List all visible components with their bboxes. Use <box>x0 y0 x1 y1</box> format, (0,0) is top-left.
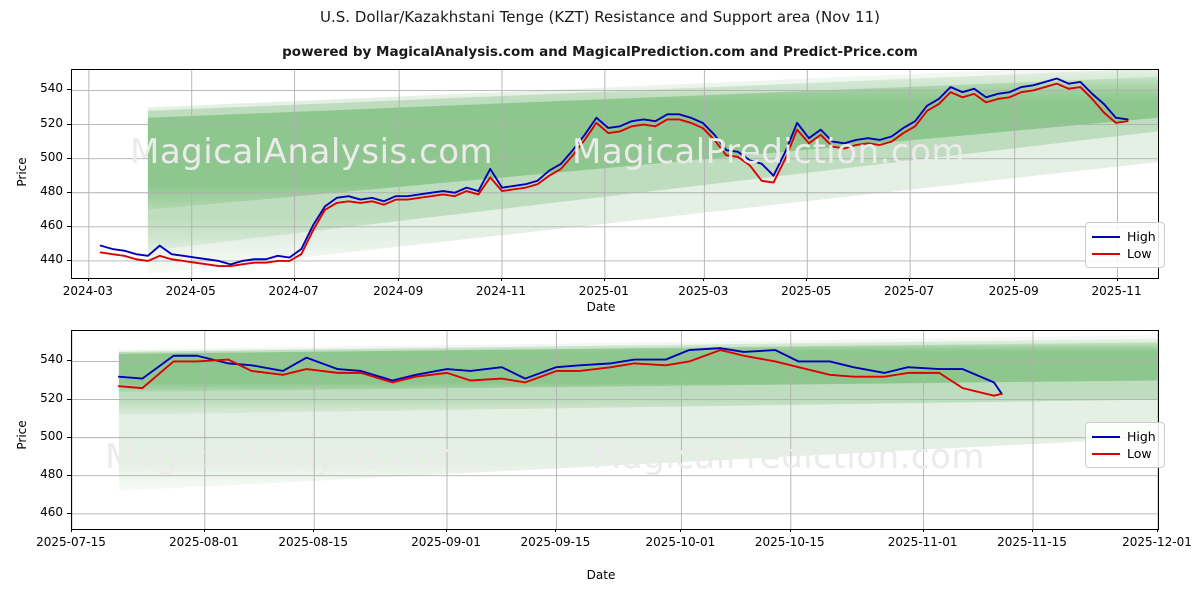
x-tick-label: 2024-03 <box>62 284 113 298</box>
legend-swatch-high <box>1092 435 1120 438</box>
x-tick-label: 2025-03 <box>678 284 729 298</box>
x-tick-label: 2025-08-01 <box>168 535 239 549</box>
x-tick-label: 2025-11-01 <box>887 535 958 549</box>
x-tick-label: 2025-07 <box>884 284 935 298</box>
x-tick-label: 2025-05 <box>781 284 832 298</box>
x-tick-mark <box>293 277 295 281</box>
y-tick-mark <box>67 398 71 400</box>
legend-label-low: Low <box>1127 446 1152 461</box>
y-tick-label: 460 <box>40 217 63 232</box>
x-tick-mark <box>603 277 605 281</box>
x-tick-mark <box>555 528 557 532</box>
x-tick-label: 2025-12-01 <box>1122 535 1192 549</box>
y-tick-label: 500 <box>40 149 63 164</box>
y-tick-mark <box>67 123 71 125</box>
top-chart-panel: Price 440 460 480 500 520 540 2024-03 2024-05 2… <box>15 69 1165 314</box>
y-tick-mark <box>67 436 71 438</box>
y-tick-mark <box>67 474 71 476</box>
x-tick-mark <box>1157 528 1158 532</box>
legend-item-low[interactable]: Low <box>1092 445 1156 462</box>
x-tick-mark <box>806 277 808 281</box>
x-tick-mark <box>1116 277 1118 281</box>
legend-label-high: High <box>1127 429 1156 444</box>
y-tick-label: 480 <box>40 466 63 481</box>
x-tick-mark <box>680 528 682 532</box>
bottom-chart-plot-area[interactable]: MagicalAnalysis.com MagicalPrediction.co… <box>71 330 1159 530</box>
x-tick-label: 2025-11 <box>1091 284 1142 298</box>
x-tick-label: 2025-09-15 <box>520 535 591 549</box>
x-tick-mark <box>1031 528 1033 532</box>
x-tick-mark <box>1013 277 1015 281</box>
legend-swatch-low <box>1092 252 1120 255</box>
bottom-chart-xlabel: Date <box>586 568 616 582</box>
x-tick-mark <box>909 277 911 281</box>
x-tick-label: 2025-01 <box>578 284 629 298</box>
x-tick-label: 2024-09 <box>373 284 424 298</box>
x-tick-label: 2025-10-15 <box>754 535 825 549</box>
legend-item-high[interactable]: High <box>1092 228 1156 245</box>
x-tick-mark <box>190 277 192 281</box>
y-tick-label: 520 <box>40 115 63 130</box>
y-tick-label: 520 <box>40 390 63 405</box>
x-tick-mark <box>313 528 315 532</box>
y-tick-mark <box>67 259 71 261</box>
legend-label-low: Low <box>1127 246 1152 261</box>
x-tick-mark <box>703 277 705 281</box>
y-tick-mark <box>67 191 71 193</box>
page-title: U.S. Dollar/Kazakhstani Tenge (KZT) Resi… <box>320 8 880 26</box>
y-tick-mark <box>67 512 71 514</box>
bottom-chart-panel: Price 460 480 500 520 540 2025-07-15 2025-08-… <box>0 310 1200 600</box>
x-tick-mark <box>203 528 205 532</box>
legend-item-low[interactable]: Low <box>1092 245 1156 262</box>
top-chart-xlabel: Date <box>586 300 616 314</box>
y-tick-label: 500 <box>40 428 63 443</box>
y-tick-label: 480 <box>40 183 63 198</box>
x-tick-mark <box>87 277 89 281</box>
x-tick-label: 2025-08-15 <box>278 535 349 549</box>
x-tick-label: 2025-09 <box>988 284 1039 298</box>
x-tick-label: 2025-07-15 <box>36 535 106 549</box>
x-tick-mark <box>398 277 400 281</box>
legend-label-high: High <box>1127 229 1156 244</box>
y-tick-mark <box>67 360 71 362</box>
y-tick-label: 440 <box>40 251 63 266</box>
top-chart-plot-area[interactable]: MagicalAnalysis.com MagicalPrediction.co… <box>71 69 1159 279</box>
x-tick-mark <box>446 528 448 532</box>
y-tick-mark <box>67 157 71 159</box>
y-tick-label: 540 <box>40 81 63 96</box>
x-tick-label: 2025-11-15 <box>997 535 1067 549</box>
x-tick-mark <box>922 528 924 532</box>
x-tick-label: 2025-10-01 <box>645 535 716 549</box>
x-tick-mark <box>789 528 791 532</box>
legend-swatch-low <box>1092 452 1120 455</box>
y-tick-label: 540 <box>40 352 63 367</box>
x-tick-mark <box>501 277 502 281</box>
x-tick-label: 2024-05 <box>165 284 216 298</box>
bottom-chart-legend[interactable]: High Low <box>1085 422 1165 468</box>
x-tick-label: 2025-09-01 <box>411 535 481 549</box>
x-tick-label: 2024-07 <box>268 284 319 298</box>
legend-swatch-high <box>1092 235 1120 238</box>
top-chart-legend[interactable]: High Low <box>1085 222 1165 268</box>
legend-item-high[interactable]: High <box>1092 428 1156 445</box>
y-tick-mark <box>67 89 71 91</box>
y-tick-label: 460 <box>40 504 63 519</box>
x-tick-mark <box>71 528 72 532</box>
page-subtitle: powered by MagicalAnalysis.com and Magic… <box>282 44 918 60</box>
x-tick-label: 2024-11 <box>475 284 527 298</box>
y-tick-mark <box>67 225 71 227</box>
